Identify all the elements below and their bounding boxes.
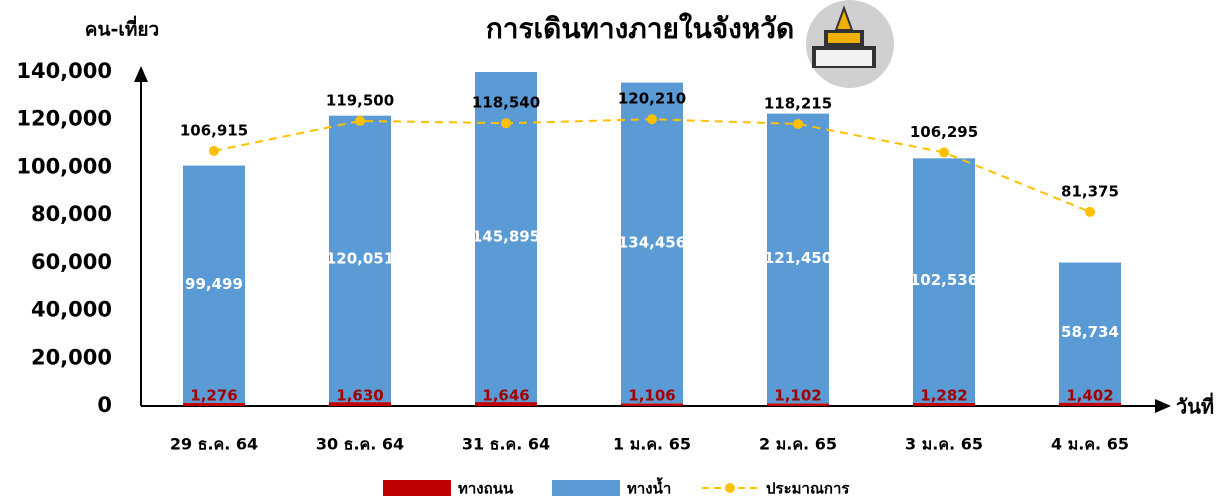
x-tick-label: 31 ธ.ค. 64 xyxy=(462,435,550,454)
line-point xyxy=(501,118,511,129)
y-tick-label: 0 xyxy=(97,393,112,417)
bar-value-label: 1,276 xyxy=(190,387,237,405)
bar xyxy=(913,158,975,403)
bar xyxy=(1059,262,1121,403)
line-point xyxy=(209,145,219,156)
bar xyxy=(329,115,391,403)
bar xyxy=(621,403,683,406)
legend-label: ประมาณการ xyxy=(766,480,850,498)
bar-value-label: 1,630 xyxy=(336,387,383,405)
x-tick-label: 29 ธ.ค. 64 xyxy=(170,435,258,454)
bar xyxy=(183,402,245,406)
line-value-label: 106,915 xyxy=(180,121,248,139)
y-tick-label: 140,000 xyxy=(16,59,112,83)
legend-label: ทางถนน xyxy=(458,480,514,498)
bar-value-label: 1,282 xyxy=(920,387,967,405)
line-value-label: 119,500 xyxy=(326,91,394,109)
y-tick-label: 20,000 xyxy=(31,345,112,369)
bar-value-label: 145,895 xyxy=(472,228,540,246)
bar-value-label: 99,499 xyxy=(185,275,243,293)
bar-value-label: 1,402 xyxy=(1066,387,1113,405)
line-value-label: 81,375 xyxy=(1061,182,1119,200)
line-value-label: 120,210 xyxy=(618,90,686,108)
line-point xyxy=(355,115,365,126)
y-tick-label: 60,000 xyxy=(31,250,112,274)
legend-swatch xyxy=(725,483,735,493)
chart-title: การเดินทางภายในจังหวัด xyxy=(486,12,794,45)
legend-swatch xyxy=(552,480,620,496)
bar-value-label: 1,102 xyxy=(774,387,821,405)
bar-value-label: 120,051 xyxy=(326,249,394,267)
bar-value-label: 1,646 xyxy=(482,387,529,405)
line-point xyxy=(1085,206,1095,217)
line-point xyxy=(939,147,949,158)
line-point xyxy=(793,118,803,129)
y-tick-label: 80,000 xyxy=(31,202,112,226)
bar-value-label: 1,106 xyxy=(628,387,675,405)
x-axis-arrow xyxy=(1155,399,1171,413)
line-value-label: 106,295 xyxy=(910,123,978,141)
y-axis-label: คน-เที่ยว xyxy=(85,16,159,41)
legend: ทางถนน ทางน้ำ ประมาณการ xyxy=(383,477,850,498)
legend-label: ทางน้ำ xyxy=(627,477,671,498)
x-tick-label: 30 ธ.ค. 64 xyxy=(316,435,404,454)
bar-value-label: 58,734 xyxy=(1061,323,1119,341)
x-tick-label: 1 ม.ค. 65 xyxy=(613,435,691,454)
line-point xyxy=(647,114,657,125)
bar xyxy=(767,113,829,404)
bar xyxy=(475,402,537,406)
title-icon xyxy=(806,0,894,88)
bar-value-label: 102,536 xyxy=(910,271,978,289)
bar-value-label: 134,456 xyxy=(618,233,686,251)
x-tick-label: 4 ม.ค. 65 xyxy=(1051,435,1129,454)
y-tick-label: 40,000 xyxy=(31,298,112,322)
x-tick-label: 3 ม.ค. 65 xyxy=(905,435,983,454)
bars xyxy=(183,72,1121,406)
bar xyxy=(183,165,245,403)
bar xyxy=(913,402,975,406)
bar xyxy=(1059,402,1121,406)
line-value-label: 118,540 xyxy=(472,94,540,112)
y-tick-label: 120,000 xyxy=(16,107,112,131)
legend-swatch xyxy=(383,480,451,496)
x-tick-label: 2 ม.ค. 65 xyxy=(759,435,837,454)
bar xyxy=(329,402,391,406)
bar-value-label: 121,450 xyxy=(764,249,832,267)
bar xyxy=(767,403,829,406)
y-axis-arrow xyxy=(134,66,148,82)
bar xyxy=(621,82,683,404)
line-value-label: 118,215 xyxy=(764,94,832,112)
y-tick-label: 100,000 xyxy=(16,154,112,178)
x-axis-label: วันที่ xyxy=(1176,392,1214,419)
